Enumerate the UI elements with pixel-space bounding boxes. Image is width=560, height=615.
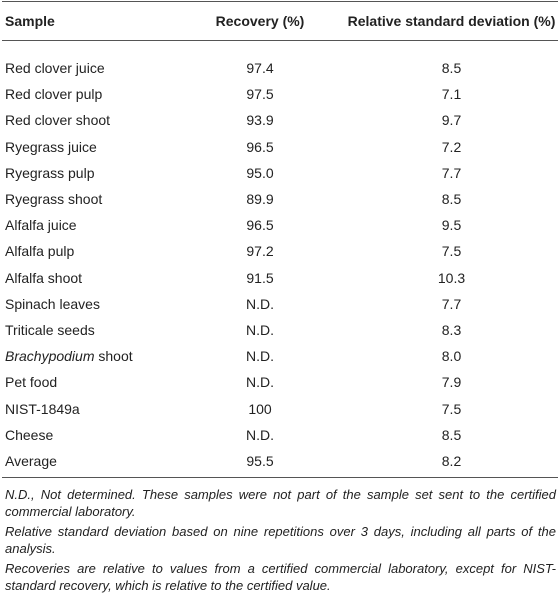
table-cell: N.D.: [246, 321, 274, 338]
table-cell: Alfalfa juice: [5, 217, 77, 234]
table-row: NIST-1849a 100 7.5: [2, 395, 558, 421]
table-cell: 9.7: [441, 112, 462, 129]
table-container: Sample Recovery (%) Relative standard de…: [0, 1, 560, 594]
footnote: N.D., Not determined. These samples were…: [5, 487, 556, 519]
italic-text: Brachypodium: [5, 348, 95, 365]
table-cell: 8.5: [441, 60, 462, 77]
table-cell: Red clover pulp: [5, 86, 103, 103]
table-cell: Cheese: [5, 426, 54, 443]
table-row: Spinach leaves N.D. 7.7: [2, 291, 558, 317]
table-head: Sample Recovery (%) Relative standard de…: [2, 1, 558, 41]
table-cell: 91.5: [246, 269, 274, 286]
table-cell: 97.4: [246, 60, 274, 77]
table-cell: 96.5: [246, 138, 274, 155]
text: shoot: [98, 348, 133, 365]
table-cell: 89.9: [246, 191, 274, 208]
table-cell: 93.9: [246, 112, 274, 129]
table-cell: 9.5: [441, 217, 462, 234]
footnote: Recoveries are relative to values from a…: [5, 561, 556, 593]
table-cell: 8.0: [441, 348, 462, 365]
table-cell: 95.5: [175, 447, 345, 478]
table-cell: 8.2: [345, 447, 558, 478]
table-cell: Alfalfa shoot: [5, 269, 83, 286]
table-cell: N.D.: [246, 426, 274, 443]
table-cell: 8.5: [441, 191, 462, 208]
table-row: Ryegrass shoot 89.9 8.5: [2, 186, 558, 212]
table-cell: N.D.: [246, 295, 274, 312]
table-cell: Red clover juice: [5, 60, 105, 77]
table-cell: 7.9: [441, 374, 462, 391]
table-body: Red clover juice 97.4 8.5 Red clover pulp 97…: [2, 41, 558, 478]
table-row: Ryegrass juice 96.5 7.2: [2, 134, 558, 160]
table-cell: 7.5: [441, 400, 462, 417]
table-cell: 7.5: [441, 243, 462, 260]
footnote: Relative standard deviation based on nin…: [5, 524, 556, 556]
table-cell: 8.3: [441, 321, 462, 338]
table-cell: 7.2: [441, 138, 462, 155]
table-row: Ryegrass pulp 95.0 7.7: [2, 160, 558, 186]
table-cell: Ryegrass shoot: [5, 191, 103, 208]
data-table: Sample Recovery (%) Relative standard de…: [2, 1, 558, 478]
table-cell: Spinach leaves: [5, 295, 100, 312]
table-cell: 100: [248, 400, 272, 417]
table-cell: Triticale seeds: [5, 321, 95, 338]
table-row: Red clover juice 97.4 8.5: [2, 41, 558, 82]
footnotes: N.D., Not determined. These samples were…: [5, 486, 556, 594]
table-row: Average 95.5 8.2: [2, 447, 558, 478]
table-cell: Alfalfa pulp: [5, 243, 75, 260]
table-cell: 97.5: [246, 86, 274, 103]
header-cell: Relative standard deviation (%): [345, 1, 558, 41]
table-row: Brachypodium shoot N.D. 8.0: [2, 343, 558, 369]
header-cell: Sample: [2, 1, 175, 41]
table-row: Alfalfa juice 96.5 9.5: [2, 212, 558, 238]
table-row: Triticale seeds N.D. 8.3: [2, 317, 558, 343]
table-cell: NIST-1849a: [5, 400, 80, 417]
table-cell: Pet food: [5, 374, 58, 391]
header-row: Sample Recovery (%) Relative standard de…: [2, 1, 558, 41]
table-cell: 96.5: [246, 217, 274, 234]
table-cell: Average: [2, 447, 175, 478]
table-cell: 10.3: [437, 269, 466, 286]
table-cell: Ryegrass pulp: [5, 164, 95, 181]
table-cell: Red clover shoot: [5, 112, 111, 129]
table-row: Red clover pulp 97.5 7.1: [2, 81, 558, 107]
table-cell: Brachypodium shoot: [2, 343, 175, 369]
table-row: Cheese N.D. 8.5: [2, 422, 558, 448]
table-cell: Ryegrass juice: [5, 138, 97, 155]
table-cell: 97.2: [246, 243, 274, 260]
header-cell: Recovery (%): [175, 1, 345, 41]
table-cell: N.D.: [246, 348, 274, 365]
table-cell: 95.0: [246, 164, 274, 181]
table-row: Alfalfa shoot 91.5 10.3: [2, 265, 558, 291]
table-row: Alfalfa pulp 97.2 7.5: [2, 238, 558, 264]
table-cell: N.D.: [246, 374, 274, 391]
table-cell: 7.7: [441, 295, 462, 312]
table-cell: 7.7: [441, 164, 462, 181]
table-row: Red clover shoot 93.9 9.7: [2, 107, 558, 133]
table-cell: 8.5: [441, 426, 462, 443]
table-row: Pet food N.D. 7.9: [2, 369, 558, 395]
table-cell: 7.1: [441, 86, 462, 103]
